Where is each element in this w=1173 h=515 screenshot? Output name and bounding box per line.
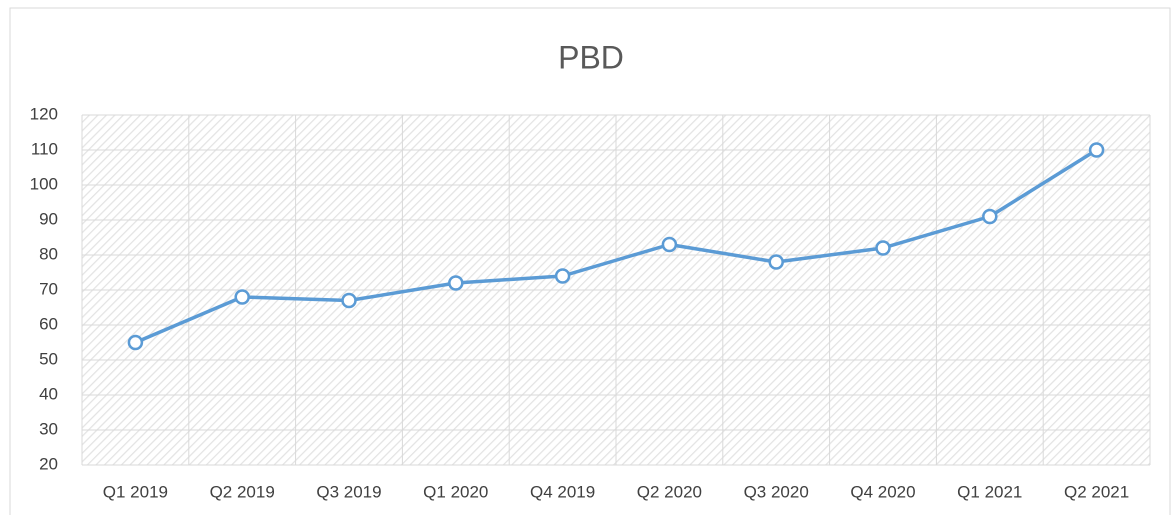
data-point [127, 334, 144, 351]
y-tick-label: 110 [31, 139, 58, 158]
y-tick-label: 50 [39, 349, 58, 368]
y-tick-label: 60 [39, 314, 58, 333]
y-tick-label: 120 [30, 104, 58, 123]
x-tick-label: Q3 2020 [744, 482, 809, 501]
y-tick-label: 40 [39, 384, 58, 403]
x-tick-label: Q1 2019 [103, 482, 168, 501]
y-tick-label: 100 [30, 174, 58, 193]
data-point [768, 254, 784, 270]
data-point [448, 275, 464, 291]
x-tick-label: Q2 2020 [637, 482, 702, 501]
data-point [875, 240, 891, 256]
data-point [982, 208, 998, 225]
y-tick-label: 70 [39, 279, 58, 298]
y-tick-label: 90 [39, 209, 58, 228]
x-tick-label: Q2 2021 [1064, 482, 1129, 501]
x-tick-label: Q2 2019 [210, 482, 275, 501]
data-point [661, 236, 678, 253]
y-tick-label: 20 [39, 454, 58, 473]
data-point [341, 292, 357, 309]
y-tick-label: 30 [39, 419, 58, 438]
x-tick-label: Q4 2019 [530, 482, 595, 501]
x-tick-label: Q4 2020 [850, 482, 915, 501]
x-tick-label: Q1 2020 [423, 482, 488, 501]
data-point [234, 289, 250, 305]
chart-border [9, 7, 1171, 515]
x-tick-label: Q1 2021 [957, 482, 1022, 501]
data-point [554, 268, 571, 284]
chart-title: PBD [558, 39, 624, 75]
y-tick-label: 80 [39, 244, 58, 263]
x-tick-label: Q3 2019 [316, 482, 381, 501]
series-line [134, 148, 1098, 345]
data-point [1088, 142, 1105, 158]
